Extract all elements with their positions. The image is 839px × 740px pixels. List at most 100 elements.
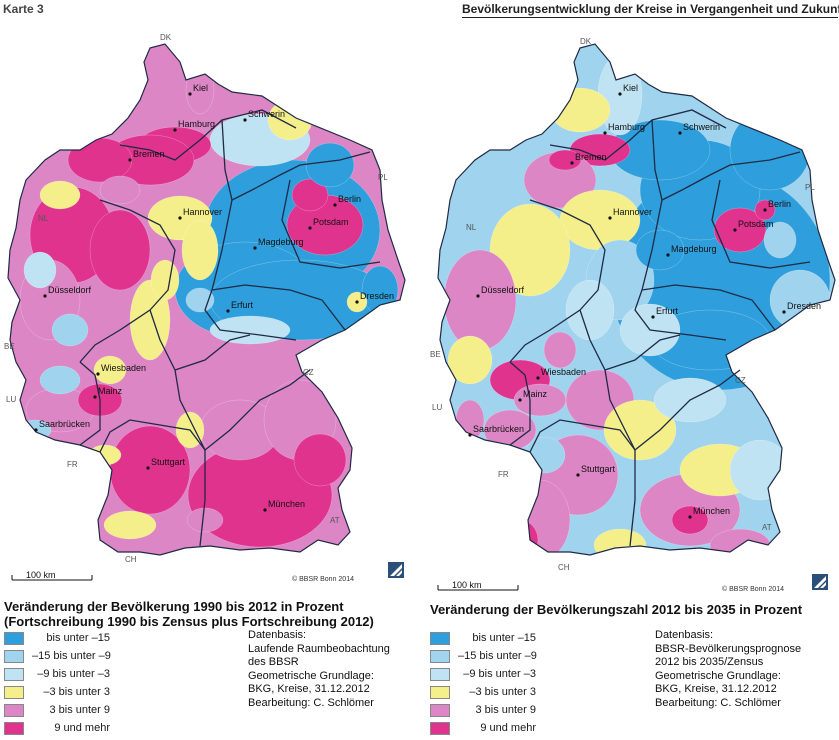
source-line: Bearbeitung: C. Schlömer bbox=[655, 696, 781, 709]
district-region bbox=[569, 133, 631, 167]
city-dot bbox=[173, 128, 177, 132]
city-dot bbox=[536, 376, 540, 380]
district-region bbox=[293, 433, 347, 487]
legend-title-line2: (Fortschreibung 1990 bis Zensus plus For… bbox=[4, 614, 374, 629]
district-region bbox=[103, 510, 157, 540]
city-label: Hamburg bbox=[178, 119, 215, 129]
state-border bbox=[174, 334, 251, 371]
state-border bbox=[509, 199, 606, 363]
country-label: AT bbox=[330, 516, 340, 525]
legend-items-1990-2012: bis unter –15 –15 bis unter –9 –9 bis un… bbox=[4, 629, 111, 737]
state-border bbox=[711, 179, 811, 269]
legend-label: –3 bis unter 3 bbox=[469, 686, 536, 698]
state-border bbox=[221, 119, 371, 201]
city-label: Stuttgart bbox=[581, 464, 616, 474]
legend-title-1990-2012: Veränderung der Bevölkerung 1990 bis 201… bbox=[4, 599, 374, 629]
scale-bar: 100 km bbox=[437, 580, 519, 591]
city-dot bbox=[93, 395, 97, 399]
city-label: Dresden bbox=[787, 301, 821, 311]
district-region bbox=[39, 180, 81, 210]
state-border bbox=[579, 309, 636, 451]
legend-label: 9 und mehr bbox=[54, 722, 110, 734]
state-border bbox=[149, 309, 206, 451]
district-region bbox=[39, 365, 81, 395]
district-region bbox=[729, 439, 791, 501]
district-region bbox=[89, 209, 151, 291]
district-region bbox=[565, 279, 615, 341]
legend-item: –15 bis unter –9 bbox=[4, 647, 111, 665]
legend-item: 9 und mehr bbox=[430, 719, 536, 737]
country-label: DK bbox=[580, 37, 592, 46]
state-border bbox=[204, 199, 297, 341]
source-block-2012-2035: Datenbasis: BBSR-Bevölkerungsprognose 20… bbox=[655, 629, 801, 710]
state-border bbox=[199, 450, 206, 547]
city-label: Berlin bbox=[338, 194, 361, 204]
state-border bbox=[211, 284, 346, 331]
city-label: Stuttgart bbox=[151, 457, 186, 467]
city-dot bbox=[651, 315, 655, 319]
legend-swatch bbox=[430, 685, 450, 699]
country-label: FR bbox=[498, 470, 509, 479]
district-region bbox=[603, 399, 677, 461]
legend-title-2012-2035: Veränderung der Bevölkerungszahl 2012 bi… bbox=[430, 602, 802, 617]
district-region bbox=[99, 175, 141, 205]
state-border bbox=[549, 109, 727, 161]
legend-item: –3 bis unter 3 bbox=[430, 683, 536, 701]
state-border bbox=[281, 179, 381, 269]
legend-swatch bbox=[4, 649, 24, 663]
legend-item: –9 bis unter –3 bbox=[4, 665, 110, 683]
city-label: Wiesbaden bbox=[101, 363, 146, 373]
city-dot bbox=[782, 310, 786, 314]
legend-swatch bbox=[430, 631, 450, 645]
legend-title-line1: Veränderung der Bevölkerungszahl 2012 bi… bbox=[430, 602, 803, 617]
scale-label: 100 km bbox=[26, 570, 56, 580]
city-dot bbox=[570, 161, 574, 165]
city-label: Düsseldorf bbox=[48, 285, 92, 295]
city-label: Schwerin bbox=[683, 122, 720, 132]
country-label: DK bbox=[160, 33, 172, 42]
legend-label: –9 bis unter –3 bbox=[37, 668, 110, 680]
city-dot bbox=[308, 226, 312, 230]
district-region bbox=[305, 142, 355, 188]
source-line: BBSR-Bevölkerungsprognose bbox=[655, 642, 802, 655]
city-label: Berlin bbox=[768, 199, 791, 209]
district-region bbox=[763, 221, 797, 259]
country-label: NL bbox=[38, 214, 49, 223]
state-border bbox=[641, 284, 776, 331]
legend-item: 3 bis unter 9 bbox=[4, 701, 110, 719]
city-dot bbox=[476, 294, 480, 298]
source-line: Bearbeitung: C. Schlömer bbox=[248, 696, 374, 709]
district-region bbox=[543, 331, 577, 369]
source-line: Laufende Raumbeobachtung bbox=[248, 642, 390, 655]
city-label: Düsseldorf bbox=[481, 285, 525, 295]
legend-item: –9 bis unter –3 bbox=[430, 665, 536, 683]
source-line: Datenbasis: bbox=[655, 629, 714, 641]
state-border bbox=[529, 419, 636, 453]
district-region bbox=[291, 178, 329, 212]
source-line: des BBSR bbox=[248, 656, 299, 668]
city-label: Hamburg bbox=[608, 122, 645, 132]
city-dot bbox=[666, 253, 670, 257]
legend-item: bis unter –15 bbox=[430, 629, 536, 647]
state-border bbox=[79, 199, 176, 363]
city-label: Wiesbaden bbox=[541, 367, 586, 377]
copyright-text: © BBSR Bonn 2014 bbox=[722, 585, 784, 593]
source-line: Datenbasis: bbox=[248, 629, 307, 641]
city-dot bbox=[733, 228, 737, 232]
legend-swatch bbox=[4, 685, 24, 699]
map-number-label: Karte 3 bbox=[3, 2, 44, 16]
city-dot bbox=[188, 92, 192, 96]
source-line: 2012 bis 2035/Zensus bbox=[655, 656, 764, 668]
legend-swatch bbox=[430, 721, 450, 735]
country-label: LU bbox=[432, 403, 442, 412]
state-border bbox=[204, 369, 311, 451]
scale-bar: 100 km bbox=[11, 570, 93, 581]
city-label: Kiel bbox=[193, 83, 208, 93]
city-dot bbox=[226, 309, 230, 313]
legend-swatch bbox=[4, 667, 24, 681]
district-region bbox=[443, 249, 517, 351]
state-border bbox=[99, 419, 206, 453]
country-label: PL bbox=[805, 183, 815, 192]
district-region bbox=[509, 479, 571, 555]
district-region bbox=[593, 528, 647, 555]
